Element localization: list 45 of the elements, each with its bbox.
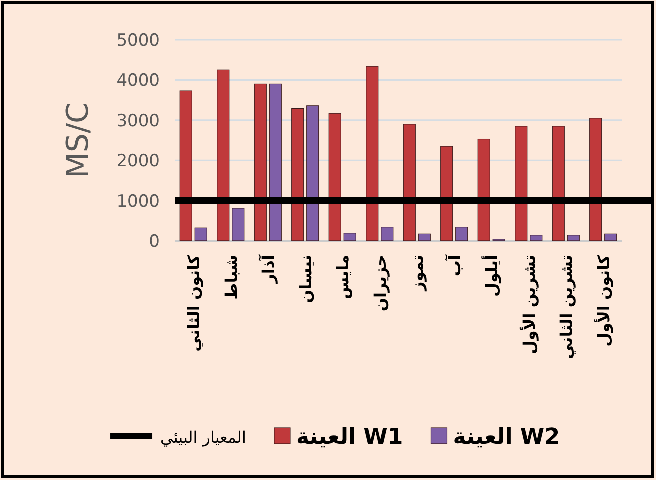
y-tick-label: 1000 xyxy=(116,192,160,212)
bar xyxy=(440,146,454,242)
bar xyxy=(366,66,379,242)
x-tick-label: حزيران xyxy=(370,255,390,312)
bar xyxy=(292,108,304,242)
bar xyxy=(194,228,208,242)
x-tick-label: أيلول xyxy=(482,255,502,297)
bar xyxy=(344,233,356,242)
bar xyxy=(403,124,416,242)
bar xyxy=(456,227,468,242)
bar xyxy=(328,113,342,242)
bar xyxy=(552,126,565,242)
bar xyxy=(418,234,431,242)
y-axis-title: MS/C xyxy=(61,102,96,178)
bar xyxy=(515,126,528,242)
x-tick-label: تموز xyxy=(408,255,428,292)
y-tick-label: 5000 xyxy=(116,31,160,51)
bar xyxy=(590,118,602,242)
legend-label: العينة W1 xyxy=(296,425,404,450)
bar xyxy=(306,106,320,242)
y-tick-label: 2000 xyxy=(116,152,160,172)
bar xyxy=(604,234,618,242)
x-tick-label: آب xyxy=(444,254,464,277)
bar xyxy=(381,227,394,242)
bar xyxy=(530,235,543,242)
bar xyxy=(254,84,267,242)
bar xyxy=(478,138,490,242)
y-tick-label: 3000 xyxy=(116,111,160,132)
y-tick-label: 4000 xyxy=(116,71,160,92)
x-tick-label: تشرين الأول xyxy=(518,255,539,354)
x-tick-label: مايس xyxy=(334,255,353,300)
x-tick-label: نيسان xyxy=(296,255,316,304)
x-tick-label: كانون الثاني xyxy=(184,254,204,352)
bar xyxy=(180,90,192,242)
x-tick-label: شباط xyxy=(222,255,241,300)
x-tick-label: كانون الأول xyxy=(593,254,614,347)
x-tick-label: آذار xyxy=(258,254,278,284)
x-tick-label: تشرين الثاني xyxy=(557,255,576,360)
legend-label: العينة W2 xyxy=(453,425,560,450)
bar xyxy=(232,208,245,242)
y-tick-label: 0 xyxy=(149,232,160,252)
legend-label: المعيار البيئي xyxy=(160,428,246,447)
bar xyxy=(217,70,230,242)
bar xyxy=(567,235,580,242)
bar xyxy=(269,84,282,242)
